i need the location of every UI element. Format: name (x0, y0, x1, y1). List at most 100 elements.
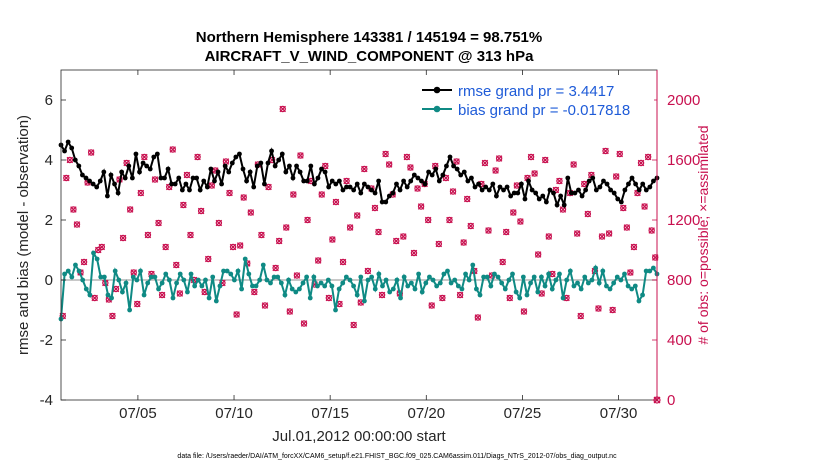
x-tick-label: 07/20 (408, 405, 446, 422)
obs-assimilated-point (329, 236, 336, 243)
bias-series-point (578, 286, 584, 292)
rmse-series-point (265, 160, 271, 166)
obs-assimilated-point (272, 264, 279, 272)
obs-possible-point (573, 230, 581, 237)
obs-assimilated-point (382, 150, 389, 158)
obs-assimilated-point (460, 239, 467, 246)
obs-possible-point (581, 180, 588, 188)
obs-assimilated-point (169, 146, 177, 153)
bias-series-point (416, 271, 421, 277)
legend-rmse-marker (433, 86, 441, 94)
bias-series-point (185, 289, 190, 295)
obs-assimilated-point (318, 191, 326, 198)
obs-assimilated-point (180, 201, 187, 209)
bias-series-point (575, 280, 580, 286)
obs-assimilated-point (98, 243, 106, 251)
bias-series-point (242, 256, 248, 262)
bias-series-point (419, 289, 425, 295)
obs-assimilated-point (126, 206, 134, 213)
rmse-series-point (194, 175, 200, 181)
rmse-series-point (329, 178, 335, 184)
x-tick-label: 07/25 (504, 405, 542, 422)
obs-assimilated-point (304, 216, 311, 224)
rmse-series-point (304, 178, 310, 184)
bias-series-point (535, 289, 541, 295)
obs-assimilated-point (204, 255, 212, 263)
obs-possible-point (197, 207, 205, 215)
obs-assimilated-point (208, 182, 216, 189)
rmse-series-point (154, 151, 160, 157)
rmse-series-point (254, 163, 260, 169)
bias-series-point (264, 277, 270, 283)
bias-series-point (315, 283, 320, 289)
rmse-series-point (515, 190, 521, 196)
rmse-series-point (554, 202, 560, 208)
bias-series-point (369, 274, 375, 280)
rmse-series-point (315, 175, 321, 181)
bias-series-point (148, 274, 154, 280)
y-tick-label: -4 (40, 392, 53, 409)
bias-series-point (322, 283, 328, 289)
obs-possible-point (339, 258, 347, 266)
rmse-series-point (101, 169, 107, 175)
obs-assimilated-point (648, 227, 655, 234)
rmse-series-point (522, 196, 528, 202)
obs-possible-point (134, 300, 141, 308)
rmse-series-point (283, 169, 289, 175)
bias-series-point (134, 277, 140, 283)
bias-series-point (390, 286, 396, 292)
bias-series-point (466, 277, 472, 283)
obs-possible-point (87, 149, 95, 156)
obs-assimilated-point (119, 234, 127, 242)
rmse-series-point (643, 187, 649, 193)
rmse-series-point (547, 187, 553, 193)
obs-possible-point (474, 314, 482, 321)
obs-possible-point (293, 272, 301, 279)
obs-possible-point (630, 243, 638, 251)
rmse-series-point (276, 157, 282, 163)
rmse-series-point (222, 163, 228, 169)
bias-series-point (271, 274, 277, 280)
rmse-series-point (426, 169, 431, 175)
rmse-series-point (201, 178, 207, 184)
bias-series-point (484, 274, 490, 280)
rmse-series-point (576, 187, 581, 193)
obs-assimilated-point (424, 216, 432, 224)
bias-series-point (571, 283, 577, 289)
obs-assimilated-point (641, 203, 648, 210)
bias-series-point (289, 286, 295, 292)
rmse-series-point (240, 166, 246, 172)
obs-possible-point (318, 191, 325, 198)
rmse-series-point (197, 187, 203, 193)
bias-series-point (463, 271, 468, 277)
rmse-series-point (344, 184, 349, 190)
bias-series-point (495, 274, 501, 280)
obs-assimilated-point (109, 312, 116, 320)
rmse-series-point (251, 184, 257, 190)
rmse-series-point (269, 148, 274, 154)
obs-assimilated-point (456, 291, 464, 299)
rmse-series-point (626, 181, 631, 187)
bias-series-point (297, 286, 302, 292)
rmse-series-point (129, 175, 135, 181)
y-right-tick-label: 1200 (667, 212, 700, 229)
rmse-series-point (444, 163, 449, 169)
obs-possible-point (180, 201, 187, 209)
rmse-series-point (572, 190, 578, 196)
rmse-series-point (422, 181, 428, 187)
rmse-series-point (62, 148, 67, 154)
obs-possible-point (371, 204, 379, 212)
obs-possible-point (527, 153, 535, 161)
obs-assimilated-point (517, 218, 524, 225)
bias-series-point (217, 283, 223, 289)
rmse-series-point (472, 184, 478, 190)
obs-assimilated-point (162, 243, 169, 251)
obs-assimilated-point (293, 272, 301, 279)
bias-series-point (593, 265, 598, 271)
bias-series-point (604, 283, 609, 289)
rmse-series-point (629, 175, 635, 181)
bias-series-point (614, 274, 620, 280)
rmse-series-point (94, 184, 100, 190)
bias-series-point (156, 286, 161, 292)
